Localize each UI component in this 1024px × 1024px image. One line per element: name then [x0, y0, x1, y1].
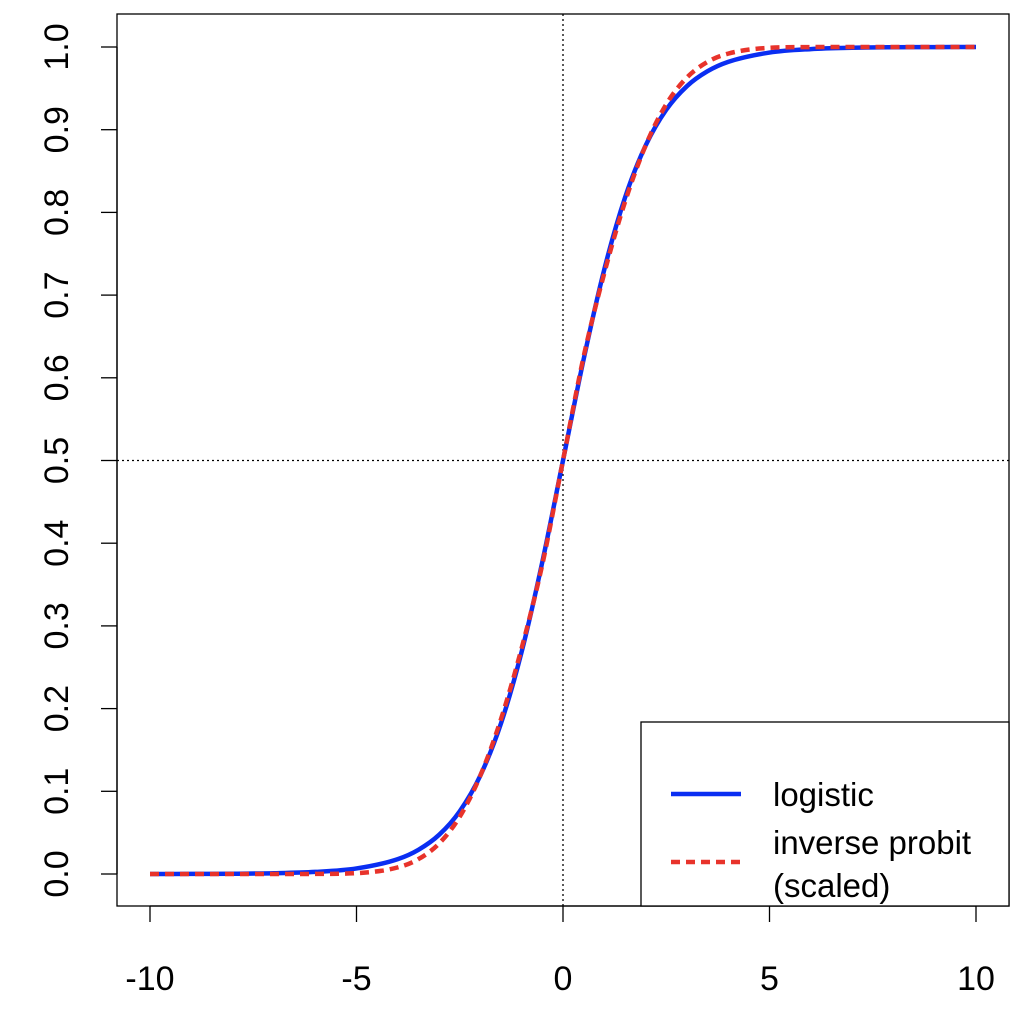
series-layer: [149, 44, 977, 877]
legend-box: [640, 721, 1010, 907]
y-tick-label: 0.8: [38, 189, 76, 236]
y-tick-label: 0.2: [38, 685, 76, 732]
legend-label-inverse-probit: inverse probit: [773, 824, 971, 861]
y-tick-label: 0.9: [38, 106, 76, 153]
y-tick-label: 0.1: [38, 768, 76, 815]
y-tick-label: 0.3: [38, 602, 76, 649]
x-tick-label: -5: [341, 960, 371, 998]
x-tick-label: 0: [554, 960, 573, 998]
legend-label-logistic: logistic: [773, 776, 874, 813]
y-axis: 0.0 0.1 0.2 0.3 0.4 0.5 0.6 0.7 0.8 0.9 1.0: [38, 23, 118, 898]
y-tick-label: 0.4: [38, 520, 76, 567]
y-tick-label: 0.6: [38, 354, 76, 401]
legend-label-inverse-probit-scaled: (scaled): [773, 867, 890, 904]
y-tick-label: 0.5: [38, 437, 76, 484]
series-line-inverse-probit: [150, 44, 976, 877]
y-tick-label: 0.0: [38, 850, 76, 897]
y-tick-label: 0.7: [38, 271, 76, 318]
x-tick-label: -10: [125, 960, 174, 998]
legend: logistic inverse probit (scaled): [640, 721, 1010, 907]
y-tick-label: 1.0: [38, 23, 76, 70]
series-line-logistic: [149, 44, 977, 877]
x-tick-label: 5: [760, 960, 779, 998]
x-tick-label: 10: [957, 960, 995, 998]
